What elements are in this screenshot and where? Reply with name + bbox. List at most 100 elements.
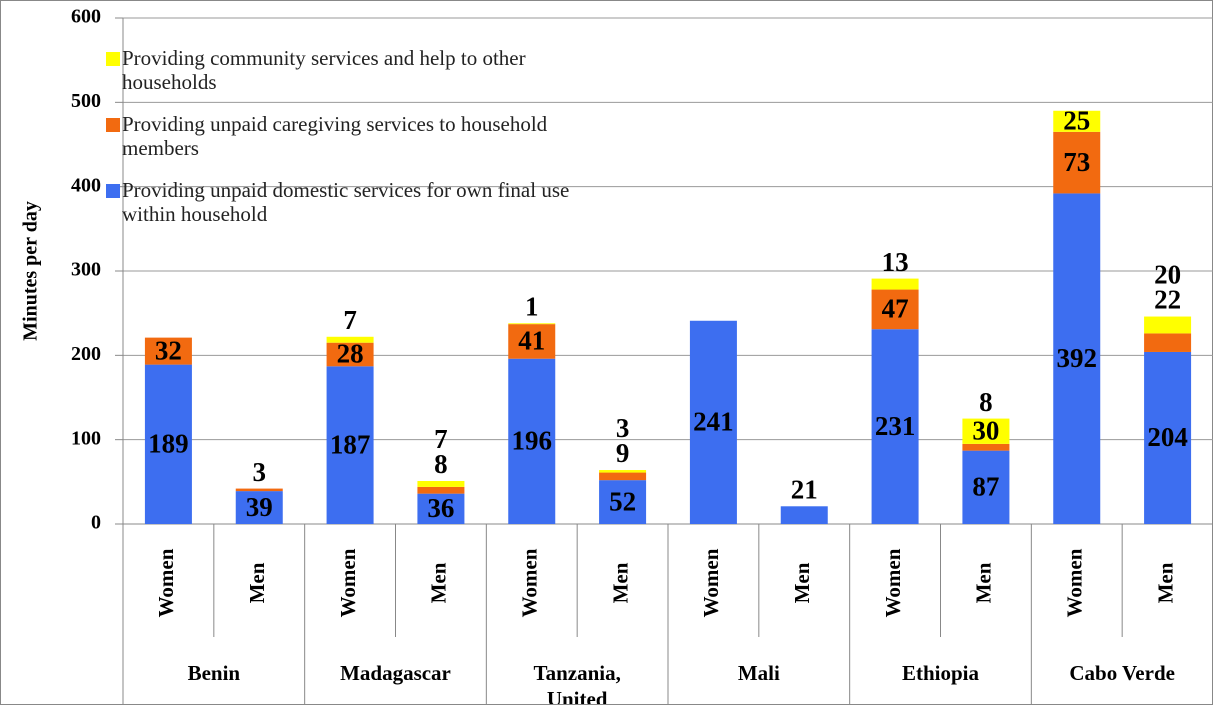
x-tick-label: Men [790,562,814,603]
group-label: Madagascar [340,661,451,685]
x-tick-label: Men [1153,562,1177,603]
bar-segment [1144,316,1192,334]
x-tick-label: Men [427,562,451,603]
group-label-box: Tanzania, United [533,661,621,704]
data-label: 41 [518,326,545,356]
data-label: 3 [253,457,267,487]
group-label: Tanzania, United [533,661,621,704]
bar-segment [1144,333,1192,352]
data-label: 36 [427,493,454,523]
bar-segment [326,342,374,367]
data-label: 20 [1154,260,1181,290]
bar-segment [508,358,556,524]
bar-segment [871,278,919,290]
bar-segment [871,329,919,524]
bar-segment [599,470,647,473]
bar-segment [689,320,737,524]
bar-segment [599,472,647,481]
bar-segment [417,493,465,524]
group-label-box: Ethiopia [901,661,979,685]
bar-segment [144,337,192,365]
bar-segment [962,450,1010,524]
bar-segment [235,491,283,524]
data-label: 87 [972,472,999,502]
data-label: 22 [1154,285,1181,315]
legend-swatch [106,184,120,198]
group-label-box: Benin [187,661,241,685]
x-tick-label: Women [154,548,178,617]
data-label: 52 [609,486,636,516]
bar-segment [1053,131,1101,194]
bar-segment [871,289,919,330]
y-tick-label: 0 [91,512,101,534]
legend-text-box: Providing community services and help to… [122,46,526,94]
bar-segment [144,364,192,524]
bar-segment [508,323,556,325]
x-tick-label: Women [1063,548,1087,617]
data-label: 241 [693,407,734,437]
legend-label: Providing unpaid caregiving services to … [122,112,548,160]
group-label-box: Cabo Verde [1069,661,1175,685]
y-tick-label: 600 [71,6,101,28]
data-label: 7 [434,424,448,454]
legend-text-box: Providing unpaid domestic services for o… [122,178,570,226]
group-label: Cabo Verde [1069,661,1175,685]
x-tick-label: Women [518,548,542,617]
bar-segment [599,480,647,524]
y-axis-label: Minutes per day [20,201,42,341]
bar-segment [326,366,374,524]
data-label: 21 [791,474,818,504]
group-label: Ethiopia [901,661,979,685]
legend-label: Providing unpaid domestic services for o… [122,178,570,226]
data-label: 8 [434,449,448,479]
group-label: Benin [187,661,241,685]
data-label: 28 [337,339,364,369]
x-tick-label: Women [881,548,905,617]
data-label: 187 [330,429,371,459]
data-label: 231 [875,411,916,441]
bar-segment [1053,110,1101,132]
bar-segment [780,506,828,524]
data-label: 9 [616,438,630,468]
data-label: 32 [155,335,182,365]
legend-label: Providing community services and help to… [122,46,526,94]
x-tick-label: Men [245,562,269,603]
data-label: 25 [1063,106,1090,136]
data-label: 196 [512,426,553,456]
x-tick-label: Men [608,562,632,603]
data-label: 7 [343,305,357,335]
legend-swatch [106,118,120,132]
y-tick-label: 300 [71,259,101,281]
data-label: 3 [616,413,630,443]
bar-segment [1144,351,1192,524]
data-label: 204 [1147,422,1188,452]
y-tick-label: 200 [71,343,101,365]
bar-segment [962,418,1010,444]
data-label: 189 [148,429,189,459]
bar-segment [417,480,465,487]
data-label: 73 [1063,147,1090,177]
bar-segment [508,324,556,359]
y-tick-label: 500 [71,90,101,112]
y-tick-label: 100 [71,427,101,449]
x-tick-label: Women [336,548,360,617]
x-tick-label: Women [699,548,723,617]
bar-segment [235,488,283,492]
data-label: 39 [246,492,273,522]
bar-segment [417,486,465,494]
group-label: Mali [737,661,780,685]
legend-swatch [106,52,120,66]
data-label: 13 [882,247,909,277]
bar-segment [326,336,374,343]
bar-segment [1053,193,1101,524]
data-label: 1 [525,291,539,321]
data-label: 30 [972,415,999,445]
group-label-box: Madagascar [340,661,451,685]
data-label: 8 [979,387,993,417]
x-tick-label: Men [972,562,996,603]
data-label: 47 [882,294,909,324]
y-tick-label: 400 [71,174,101,196]
legend-text-box: Providing unpaid caregiving services to … [122,112,548,160]
